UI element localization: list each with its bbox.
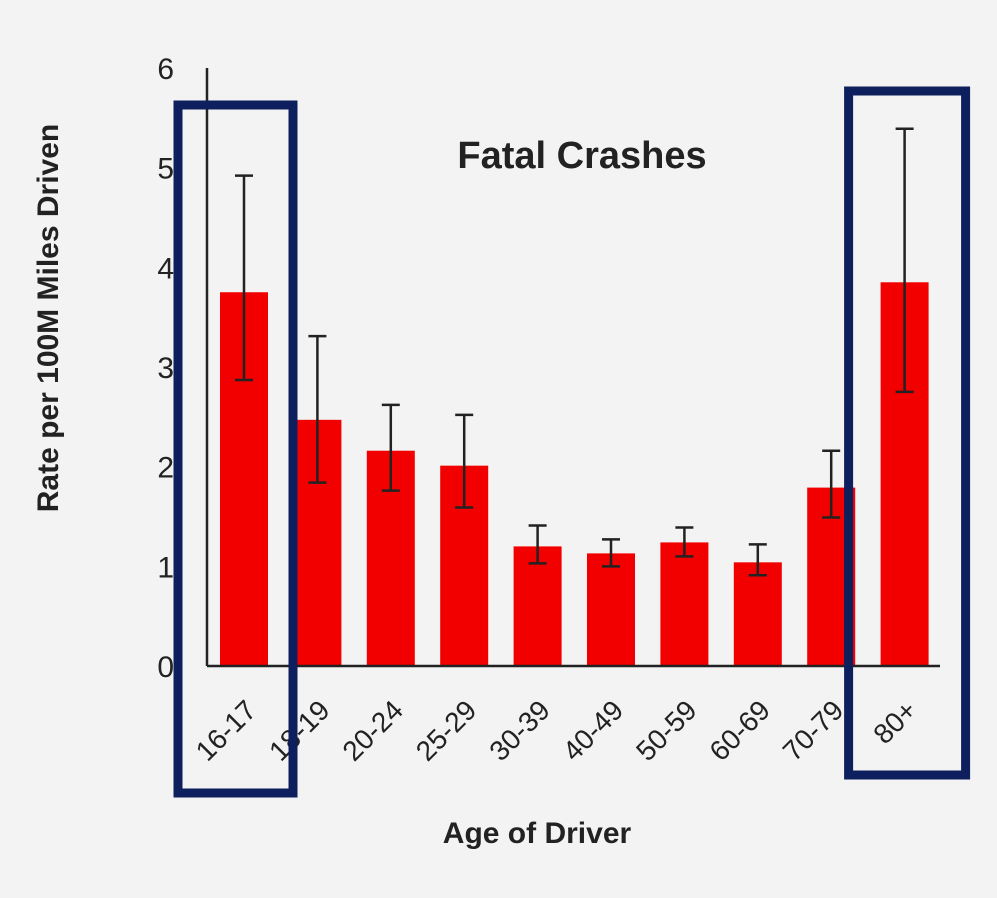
error-bar-80+ bbox=[895, 127, 914, 394]
x-tick-label-20-24: 20-24 bbox=[336, 694, 409, 767]
x-tick-label-30-39: 30-39 bbox=[483, 694, 556, 767]
y-tick-labels: 0 1 2 3 4 5 6 bbox=[157, 53, 174, 684]
y-tick-label-5: 5 bbox=[157, 153, 174, 186]
error-bar-25-29 bbox=[455, 413, 474, 509]
x-tick-label-25-29: 25-29 bbox=[410, 694, 483, 767]
x-tick-label-80+: 80+ bbox=[867, 694, 923, 750]
bar-50-59 bbox=[660, 542, 709, 666]
chart-title: Fatal Crashes bbox=[457, 135, 706, 177]
y-tick-label-3: 3 bbox=[157, 352, 174, 385]
highlight-box-80+ bbox=[844, 86, 971, 780]
x-tick-label-50-59: 50-59 bbox=[630, 694, 703, 767]
error-bar-40-49 bbox=[602, 538, 620, 568]
error-bar-18-19 bbox=[308, 334, 327, 484]
x-axis-title: Age of Driver bbox=[443, 817, 632, 850]
error-bars-layer bbox=[235, 127, 914, 577]
highlight-boxes bbox=[173, 86, 971, 798]
x-tick-label-18-19: 18-19 bbox=[263, 694, 336, 767]
bar-30-39 bbox=[513, 546, 562, 666]
error-bar-30-39 bbox=[528, 524, 547, 565]
bars-layer bbox=[220, 282, 929, 666]
y-axis-title: Rate per 100M Miles Driven bbox=[32, 124, 65, 513]
x-tick-labels: 16-17 18-19 20-24 25-29 30-39 40-49 50-59 60-69… bbox=[190, 694, 923, 767]
error-bar-60-69 bbox=[748, 543, 767, 577]
y-tick-label-2: 2 bbox=[157, 452, 174, 485]
x-tick-label-70-79: 70-79 bbox=[777, 694, 850, 767]
highlight-box-16-17 bbox=[173, 100, 298, 798]
y-tick-label-1: 1 bbox=[157, 551, 174, 584]
axes-layer bbox=[205, 68, 940, 668]
x-tick-label-40-49: 40-49 bbox=[557, 694, 630, 767]
y-tick-label-6: 6 bbox=[157, 53, 174, 86]
x-tick-label-60-69: 60-69 bbox=[703, 694, 776, 767]
x-tick-label-16-17: 16-17 bbox=[190, 694, 263, 767]
error-bar-50-59 bbox=[675, 526, 694, 558]
y-tick-label-4: 4 bbox=[157, 252, 174, 285]
error-bar-20-24 bbox=[381, 403, 400, 492]
bar-40-49 bbox=[587, 553, 635, 666]
y-tick-label-0: 0 bbox=[157, 651, 174, 684]
error-bar-70-79 bbox=[822, 449, 841, 519]
bar-60-69 bbox=[733, 562, 782, 666]
error-bar-16-17 bbox=[235, 174, 253, 382]
